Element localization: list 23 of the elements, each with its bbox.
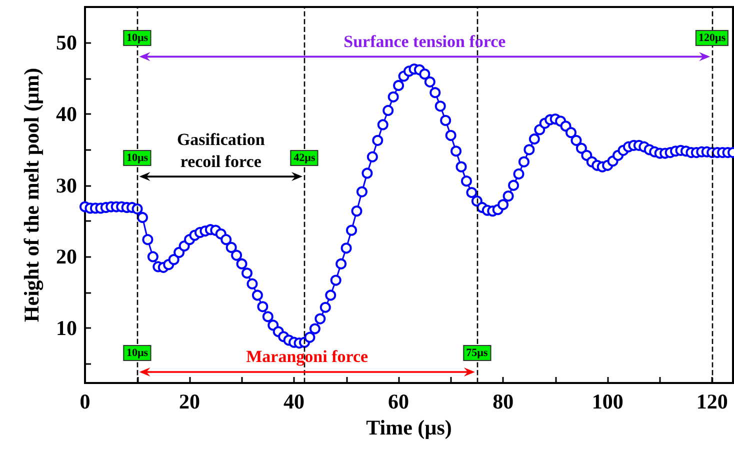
annotation: Gasification recoil force (176, 128, 266, 173)
y-tick-label: 30 (56, 173, 77, 198)
annotation: Marangoni force (246, 346, 368, 368)
y-tick-label: 50 (56, 30, 77, 55)
x-tick-label: 60 (388, 390, 410, 414)
x-tick-label: 40 (284, 390, 305, 414)
x-tick-label: 100 (592, 390, 624, 414)
annotation: 10µs (123, 345, 152, 362)
x-tick-label: 80 (492, 390, 514, 414)
x-axis-title: Time (µs) (366, 415, 452, 440)
x-tick-label: 0 (80, 390, 90, 414)
annotation: 10µs (123, 30, 152, 46)
annotation: 120µs (696, 30, 729, 46)
y-tick-label: 40 (56, 102, 77, 126)
annotation: 42µs (290, 150, 318, 166)
annotation: 10µs (123, 150, 152, 166)
y-tick-label: 10 (56, 316, 77, 340)
annotation: 75µs (463, 345, 491, 362)
x-tick-label: 20 (179, 390, 200, 414)
y-axis-title: Height of the melt pool (µm) (20, 68, 44, 322)
y-tick-label: 20 (56, 244, 77, 269)
annotation: Surfance tension force (344, 30, 506, 53)
x-tick-label: 120 (696, 390, 728, 414)
